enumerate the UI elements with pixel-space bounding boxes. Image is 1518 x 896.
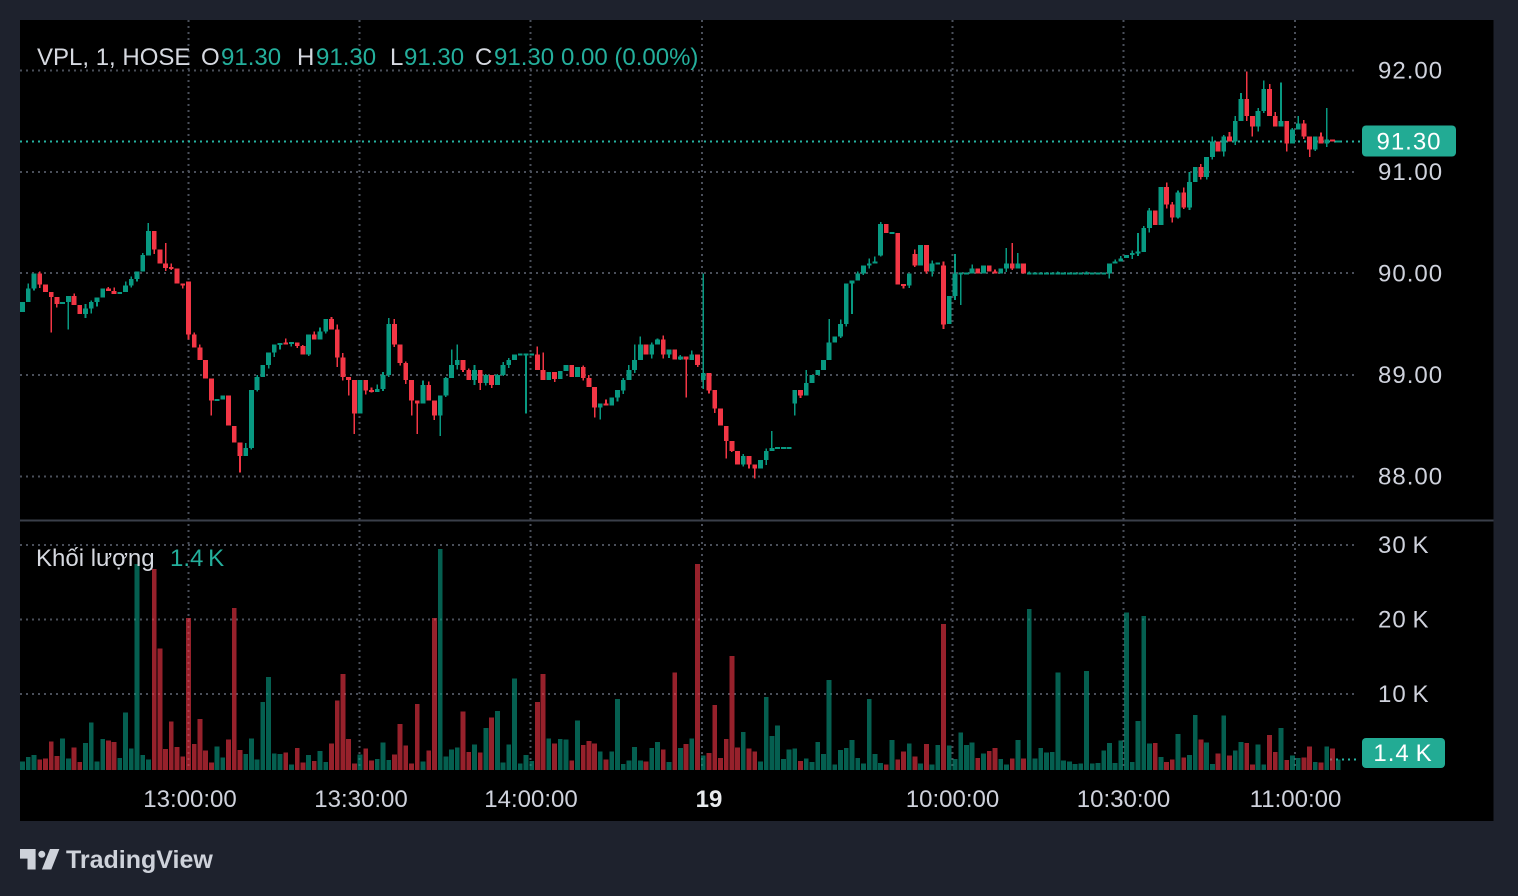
svg-text:TradingView: TradingView	[66, 846, 213, 874]
svg-text:19: 19	[696, 786, 723, 813]
svg-text:13:30:00: 13:30:00	[314, 786, 407, 813]
svg-text:30 K: 30 K	[1378, 532, 1430, 559]
svg-text:Khối lượng: Khối lượng	[36, 545, 155, 572]
svg-text:1.4 K: 1.4 K	[1373, 740, 1432, 767]
svg-text:14:00:00: 14:00:00	[484, 786, 577, 813]
svg-text:0.00 (0.00%): 0.00 (0.00%)	[561, 44, 698, 71]
svg-text:10:00:00: 10:00:00	[906, 786, 999, 813]
svg-text:O: O	[201, 44, 220, 71]
svg-text:89.00: 89.00	[1378, 362, 1443, 389]
svg-text:91.30: 91.30	[1376, 129, 1441, 156]
svg-text:20 K: 20 K	[1378, 607, 1430, 634]
svg-text:91.00: 91.00	[1378, 159, 1443, 186]
svg-text:92.00: 92.00	[1378, 58, 1443, 85]
svg-text:91.30: 91.30	[221, 44, 281, 71]
svg-text:88.00: 88.00	[1378, 464, 1443, 491]
svg-text:13:00:00: 13:00:00	[143, 786, 236, 813]
svg-text:10:30:00: 10:30:00	[1077, 786, 1170, 813]
svg-text:91.30: 91.30	[494, 44, 554, 71]
svg-text:H: H	[297, 44, 314, 71]
svg-text:91.30: 91.30	[404, 44, 464, 71]
svg-text:VPL, 1, HOSE: VPL, 1, HOSE	[37, 44, 190, 71]
svg-text:91.30: 91.30	[316, 44, 376, 71]
svg-text:L: L	[390, 44, 403, 71]
svg-text:10 K: 10 K	[1378, 681, 1430, 708]
svg-text:90.00: 90.00	[1378, 261, 1443, 288]
svg-text:1.4 K: 1.4 K	[170, 545, 224, 572]
svg-text:C: C	[475, 44, 492, 71]
svg-text:11:00:00: 11:00:00	[1250, 786, 1342, 813]
